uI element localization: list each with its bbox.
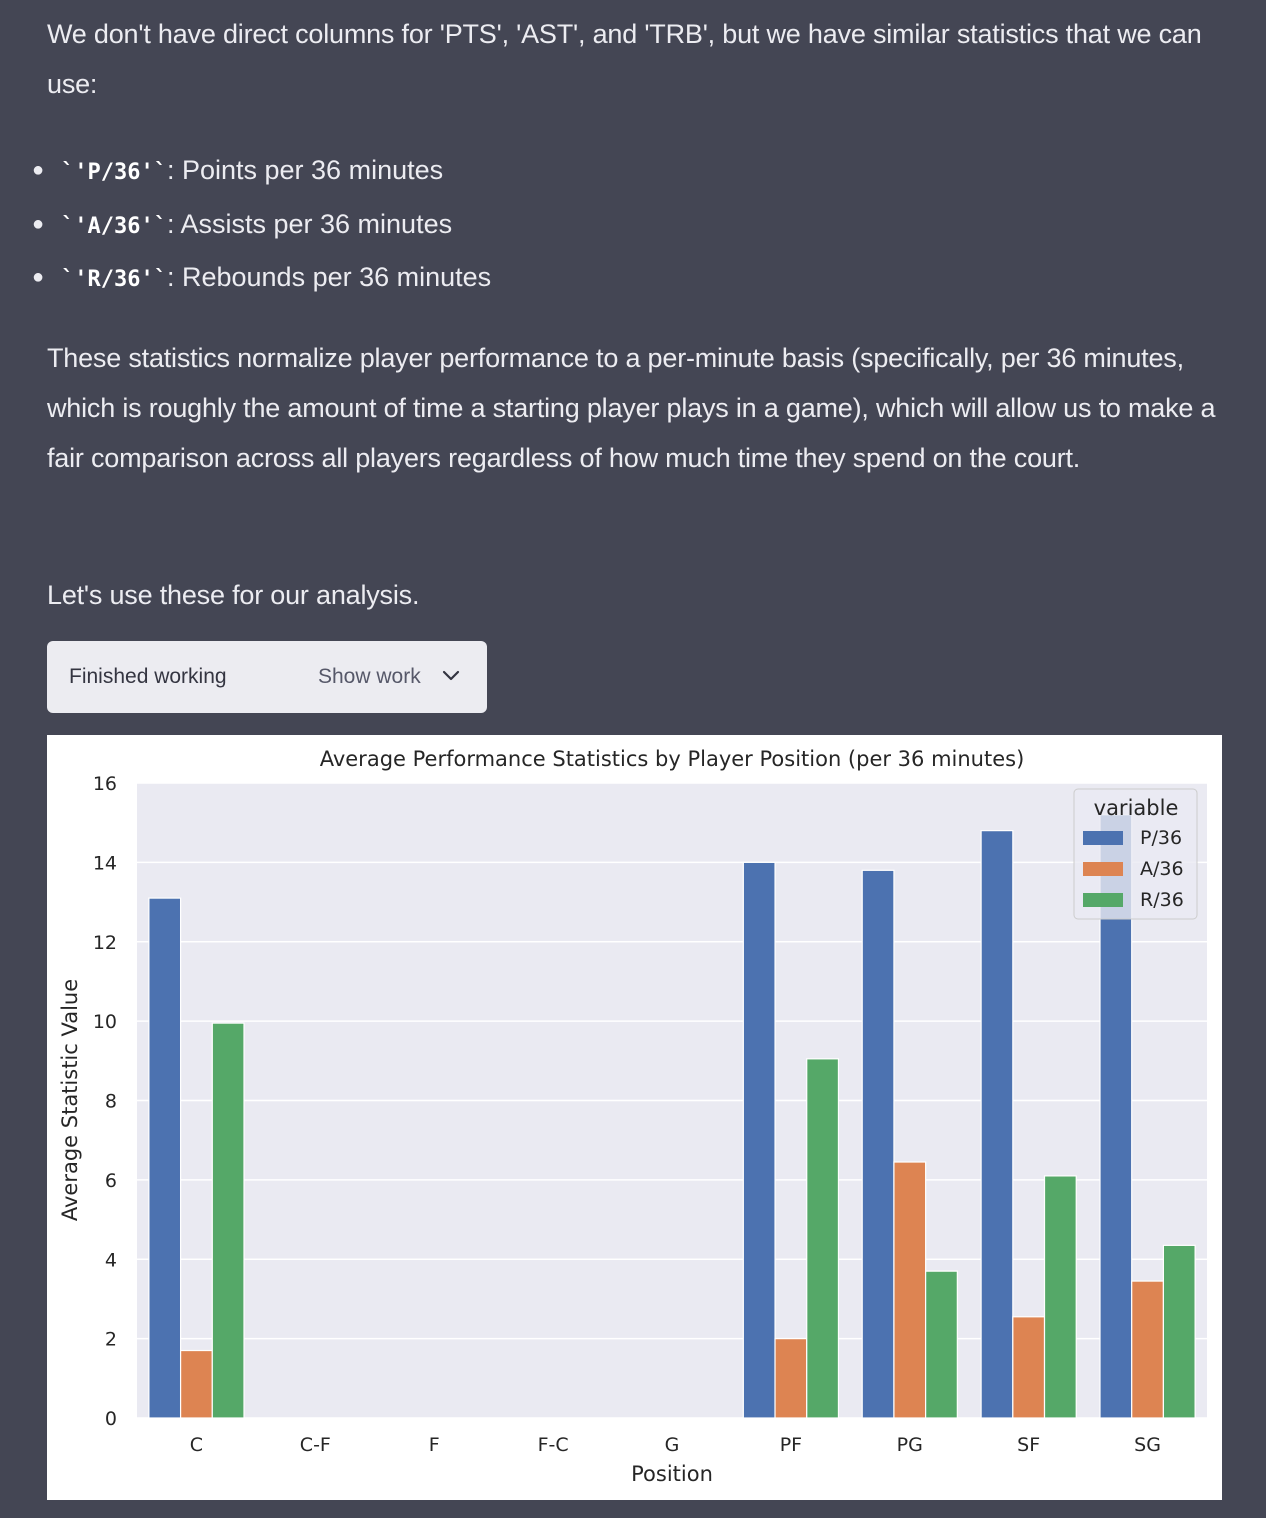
inline-code: `'R/36'` — [61, 267, 167, 292]
x-tick-label: F-C — [538, 1434, 569, 1456]
legend-swatch — [1083, 862, 1123, 876]
legend-entry: P/36 — [1140, 827, 1182, 849]
legend-entry: A/36 — [1140, 858, 1184, 880]
y-tick-label: 4 — [105, 1249, 117, 1271]
explanation-paragraph: These statistics normalize player perfor… — [47, 343, 1216, 473]
x-tick-label: SG — [1134, 1434, 1161, 1456]
legend-entry: R/36 — [1140, 889, 1184, 911]
y-tick-label: 8 — [105, 1091, 117, 1113]
show-work-button[interactable]: Show work — [318, 665, 421, 688]
y-tick-labels: 0 2 4 6 8 10 12 14 16 — [93, 773, 117, 1430]
bar-R36-SG — [1162, 1244, 1196, 1419]
bar-P36-SF — [980, 830, 1014, 1419]
y-tick-label: 10 — [93, 1011, 117, 1033]
closing-paragraph: Let's use these for our analysis. — [47, 580, 420, 610]
x-tick-label: C-F — [300, 1434, 331, 1456]
list-item: ● `'P/36'`: Points per 36 minutes — [32, 145, 491, 199]
bar-P36-PG — [861, 869, 895, 1419]
chart-title: Average Performance Statistics by Player… — [320, 747, 1025, 771]
stat-list: ● `'P/36'`: Points per 36 minutes ● `'A/36… — [32, 145, 492, 306]
bar-A36-C — [179, 1349, 213, 1419]
chart-image: 0 2 4 6 8 10 12 14 16 C C-F F F-C G PF PG SF SG Average … — [47, 735, 1222, 1500]
y-tick-label: 6 — [105, 1170, 117, 1192]
bullet-icon: ● — [32, 159, 45, 181]
legend-swatch — [1083, 893, 1123, 907]
bar-P36-PF — [742, 861, 776, 1419]
inline-code: `'A/36'` — [61, 213, 167, 239]
x-tick-label: PG — [897, 1434, 923, 1456]
intro-paragraph: We don't have direct columns for 'PTS', … — [47, 19, 1202, 99]
list-item: ● `'R/36'`: Rebounds per 36 minutes — [32, 252, 492, 306]
bar-A36-SF — [1012, 1316, 1046, 1419]
x-axis-label: Position — [631, 1462, 713, 1486]
y-tick-label: 12 — [93, 932, 117, 954]
bullet-icon: ● — [32, 266, 45, 288]
bar-R36-C — [211, 1022, 245, 1419]
x-tick-labels: C C-F F F-C G PF PG SF SG — [190, 1434, 1161, 1456]
bar-P36-C — [148, 897, 182, 1419]
legend: variable P/36 A/36 R/36 — [1073, 788, 1198, 920]
y-tick-label: 16 — [93, 773, 117, 795]
list-item-text: : Rebounds per 36 minutes — [166, 262, 492, 292]
x-tick-label: C — [190, 1434, 203, 1456]
x-tick-label: G — [665, 1434, 680, 1456]
bar-A36-PF — [774, 1338, 808, 1419]
list-item-text: : Points per 36 minutes — [166, 155, 444, 185]
work-panel: Finished working Show work — [47, 641, 487, 713]
y-tick-label: 14 — [93, 852, 117, 874]
bar-R36-PG — [925, 1270, 958, 1419]
bar-A36-SG — [1131, 1280, 1165, 1419]
x-tick-label: SF — [1017, 1434, 1040, 1456]
bar-R36-SF — [1043, 1175, 1077, 1419]
legend-frame — [1073, 788, 1198, 920]
bar-chart: 0 2 4 6 8 10 12 14 16 C C-F F F-C G PF PG SF SG Average … — [58, 747, 1207, 1486]
y-tick-label: 2 — [105, 1329, 117, 1351]
legend-swatch — [1083, 831, 1123, 845]
chevron-down-icon[interactable] — [442, 669, 460, 683]
bars — [148, 814, 1196, 1419]
list-item-text: : Assists per 36 minutes — [166, 208, 453, 239]
legend-title: variable — [1094, 796, 1179, 820]
work-status: Finished working — [69, 665, 227, 688]
x-tick-label: F — [429, 1434, 440, 1456]
bar-A36-PG — [893, 1161, 927, 1419]
x-tick-label: PF — [780, 1434, 802, 1456]
y-axis-label: Average Statistic Value — [58, 979, 82, 1221]
list-item: ● `'A/36'`: Assists per 36 minutes — [32, 199, 491, 253]
bar-R36-PF — [806, 1058, 840, 1419]
y-tick-label: 0 — [105, 1408, 117, 1430]
inline-code: `'P/36'` — [61, 160, 167, 185]
bullet-icon: ● — [32, 212, 45, 235]
